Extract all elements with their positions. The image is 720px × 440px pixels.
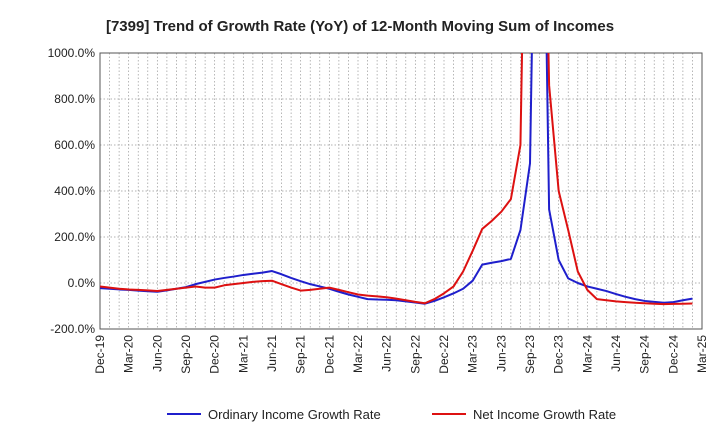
x-tick-label: Sep-22 [408, 335, 422, 374]
series-line-2 [100, 53, 693, 306]
x-tick-label: Dec-21 [322, 335, 336, 374]
x-tick-label: Sep-23 [523, 335, 537, 374]
y-tick-label: 200.0% [54, 230, 95, 244]
legend-label-1: Ordinary Income Growth Rate [208, 407, 381, 422]
x-tick-label: Dec-19 [93, 335, 107, 374]
x-tick-label: Dec-23 [552, 335, 566, 374]
x-tick-label: Mar-21 [236, 335, 250, 373]
x-tick-label: Mar-22 [351, 335, 365, 373]
x-tick-label: Jun-21 [265, 335, 279, 372]
y-tick-label: 1000.0% [48, 46, 96, 60]
x-tick-label: Sep-21 [294, 335, 308, 374]
x-tick-label: Sep-24 [638, 335, 652, 374]
series-layer [100, 53, 693, 306]
y-tick-label: 400.0% [54, 184, 95, 198]
legend-label-2: Net Income Growth Rate [473, 407, 616, 422]
x-tick-label: Mar-23 [466, 335, 480, 373]
y-tick-label: 800.0% [54, 92, 95, 106]
y-tick-label: -200.0% [50, 322, 95, 336]
x-tick-label: Mar-20 [122, 335, 136, 373]
x-tick-label: Sep-20 [179, 335, 193, 374]
x-tick-label: Jun-23 [494, 335, 508, 372]
x-tick-label: Jun-24 [609, 335, 623, 372]
x-tick-label: Mar-24 [580, 335, 594, 373]
x-tick-label: Dec-24 [666, 335, 680, 374]
legend: Ordinary Income Growth Rate Net Income Gr… [167, 407, 616, 422]
y-tick-label: 0.0% [68, 276, 96, 290]
y-tick-label: 600.0% [54, 138, 95, 152]
x-tick-label: Mar-25 [695, 335, 709, 373]
chart-title: [7399] Trend of Growth Rate (YoY) of 12-… [106, 18, 614, 35]
axes: -200.0% 0.0% 200.0% 400.0% 600.0% 800.0% 1000.… [48, 46, 709, 374]
plot-frame [99, 52, 703, 330]
x-tick-label: Jun-20 [150, 335, 164, 372]
x-tick-label: Dec-20 [208, 335, 222, 374]
x-tick-label: Dec-22 [437, 335, 451, 374]
series-line-1 [100, 53, 693, 305]
x-tick-label: Jun-22 [380, 335, 394, 372]
